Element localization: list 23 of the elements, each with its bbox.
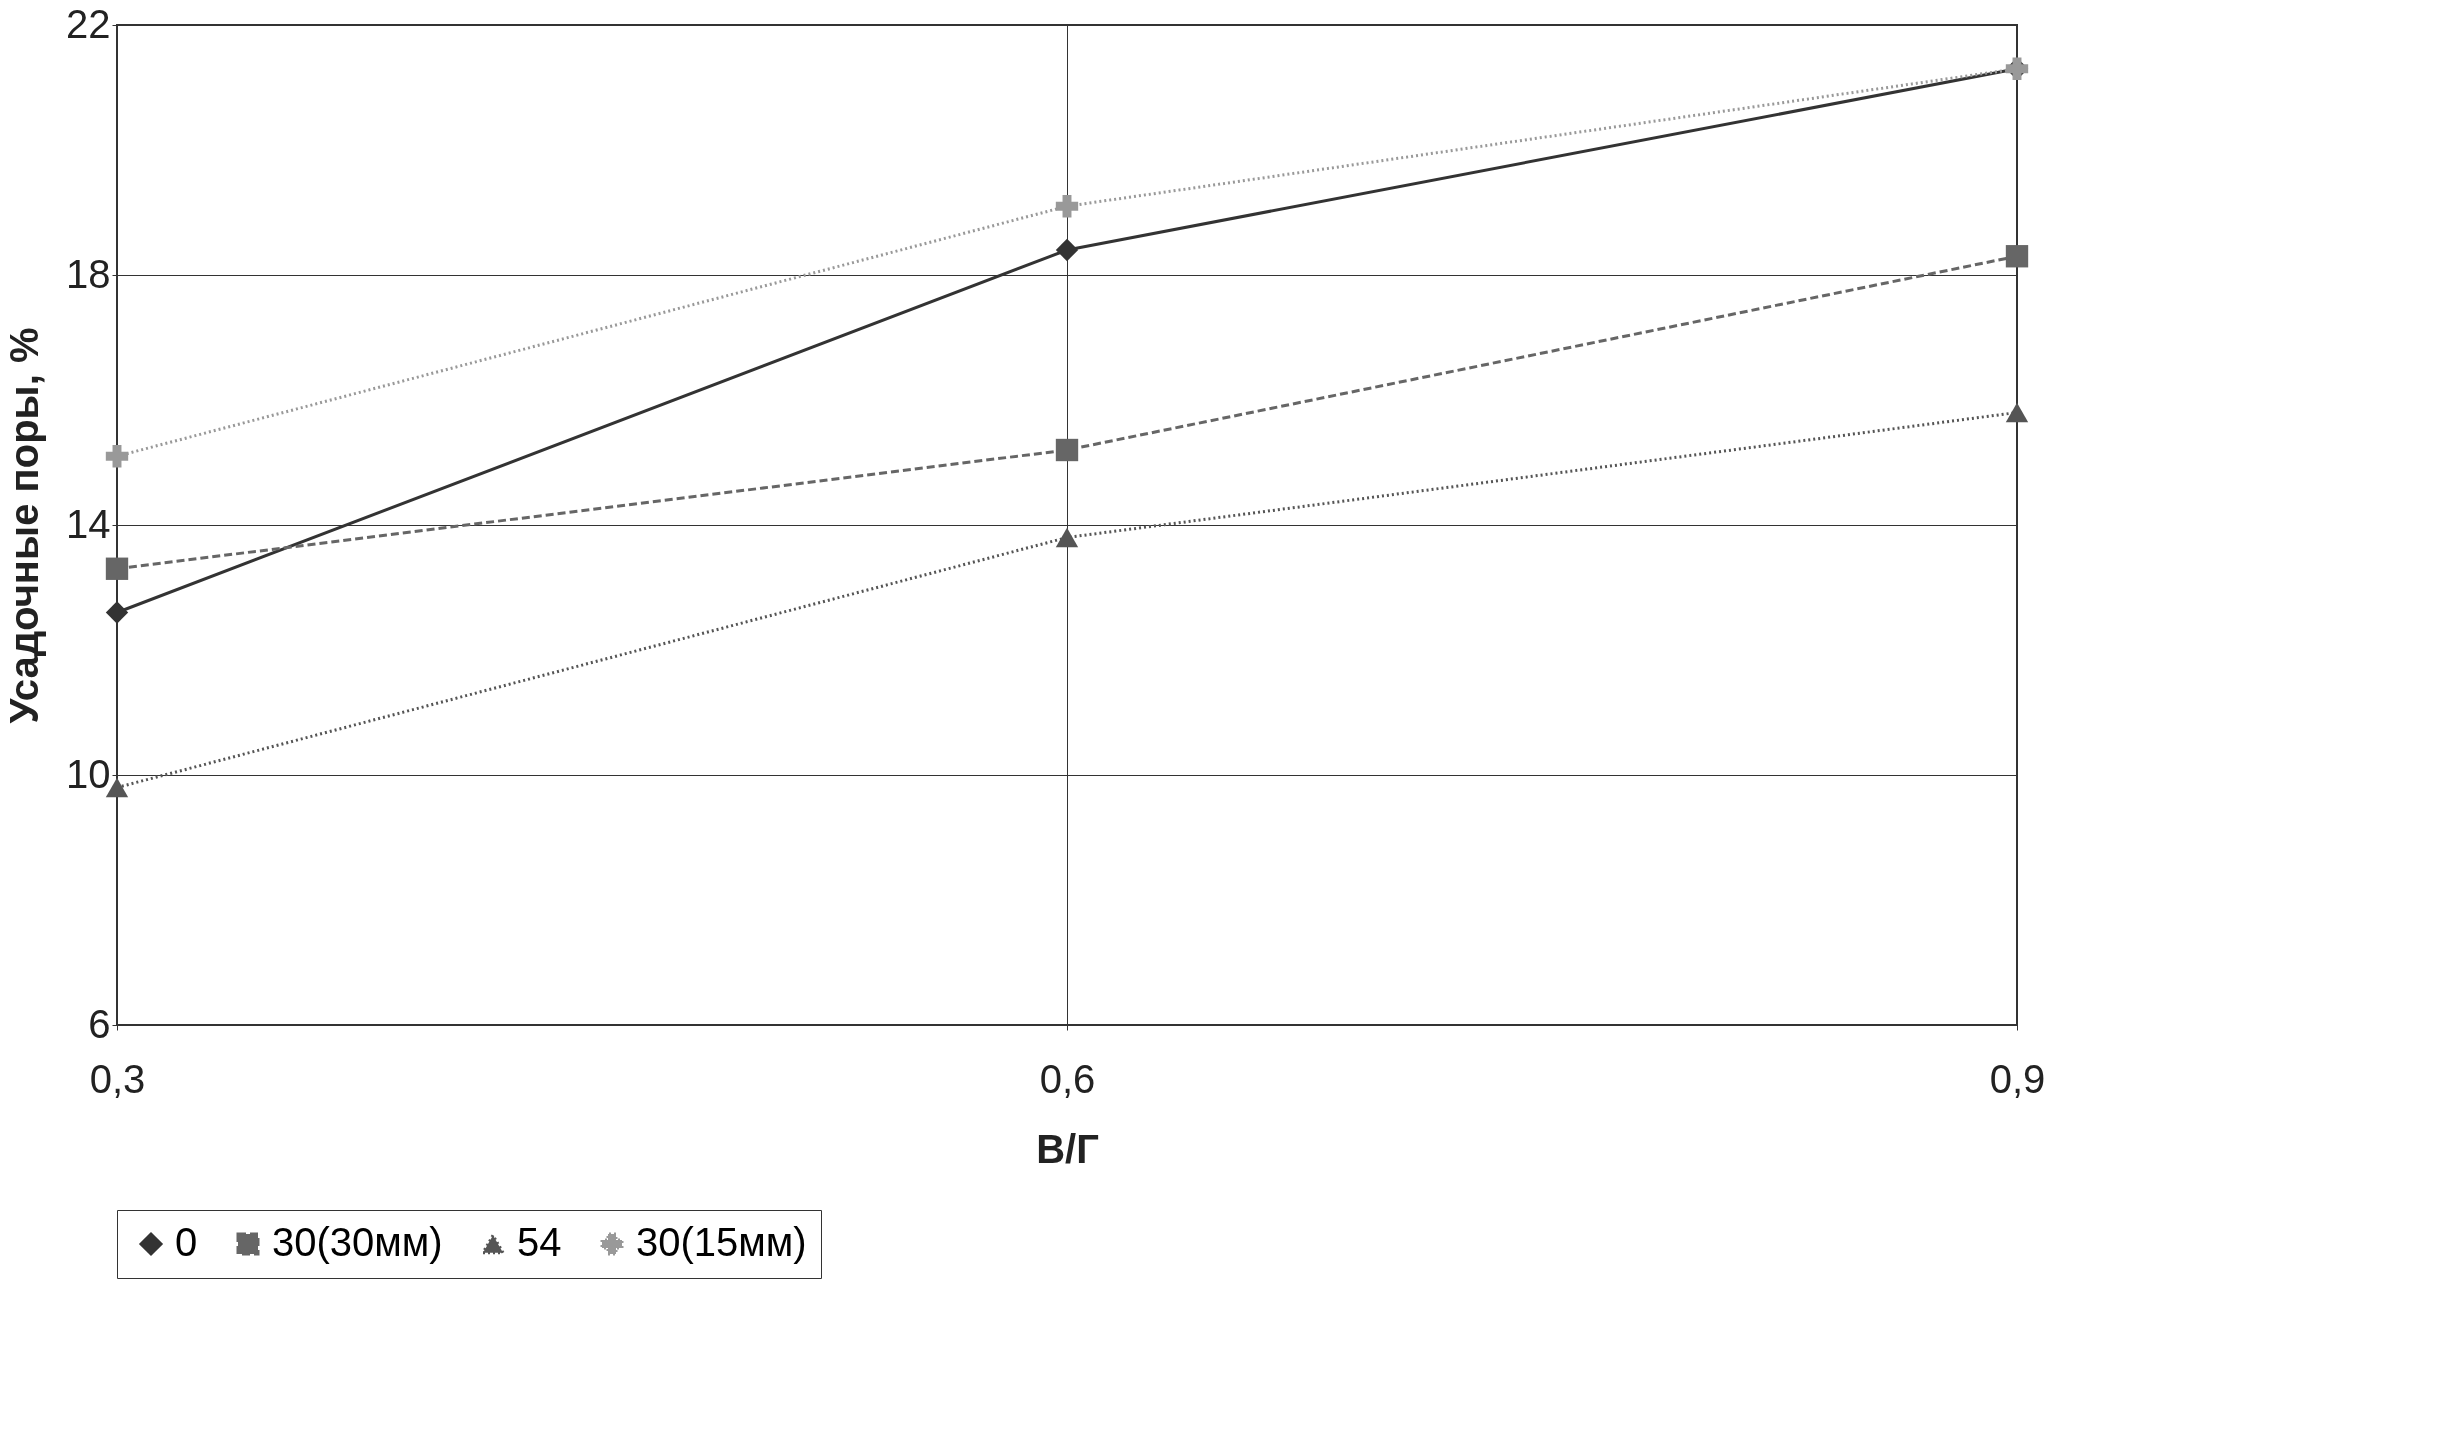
x-tick-label: 0,3	[89, 1056, 146, 1101]
legend-label: 0	[175, 1220, 198, 1264]
point	[2005, 402, 2029, 423]
y-tick-label: 22	[66, 1, 111, 46]
point	[105, 601, 129, 624]
y-tick-label: 6	[88, 1001, 111, 1046]
legend-label: 54	[517, 1220, 562, 1264]
x-axis-title: В/Г	[1036, 1126, 1099, 1171]
legend-label: 30(15мм)	[636, 1220, 807, 1264]
y-axis-title: Усадочные поры, %	[2, 327, 47, 724]
legend-label: 30(30мм)	[272, 1220, 443, 1264]
x-tick-label: 0,6	[1039, 1056, 1096, 1101]
y-tick-label: 18	[66, 251, 111, 296]
point	[105, 557, 129, 580]
y-tick-label: 14	[66, 501, 111, 546]
point	[1055, 195, 1079, 218]
point	[1055, 438, 1079, 462]
point	[105, 445, 129, 468]
x-tick-label: 0,9	[1989, 1056, 2046, 1101]
y-tick-label: 10	[66, 751, 111, 796]
point	[2005, 245, 2029, 268]
point	[1055, 527, 1079, 548]
point	[1055, 238, 1079, 262]
